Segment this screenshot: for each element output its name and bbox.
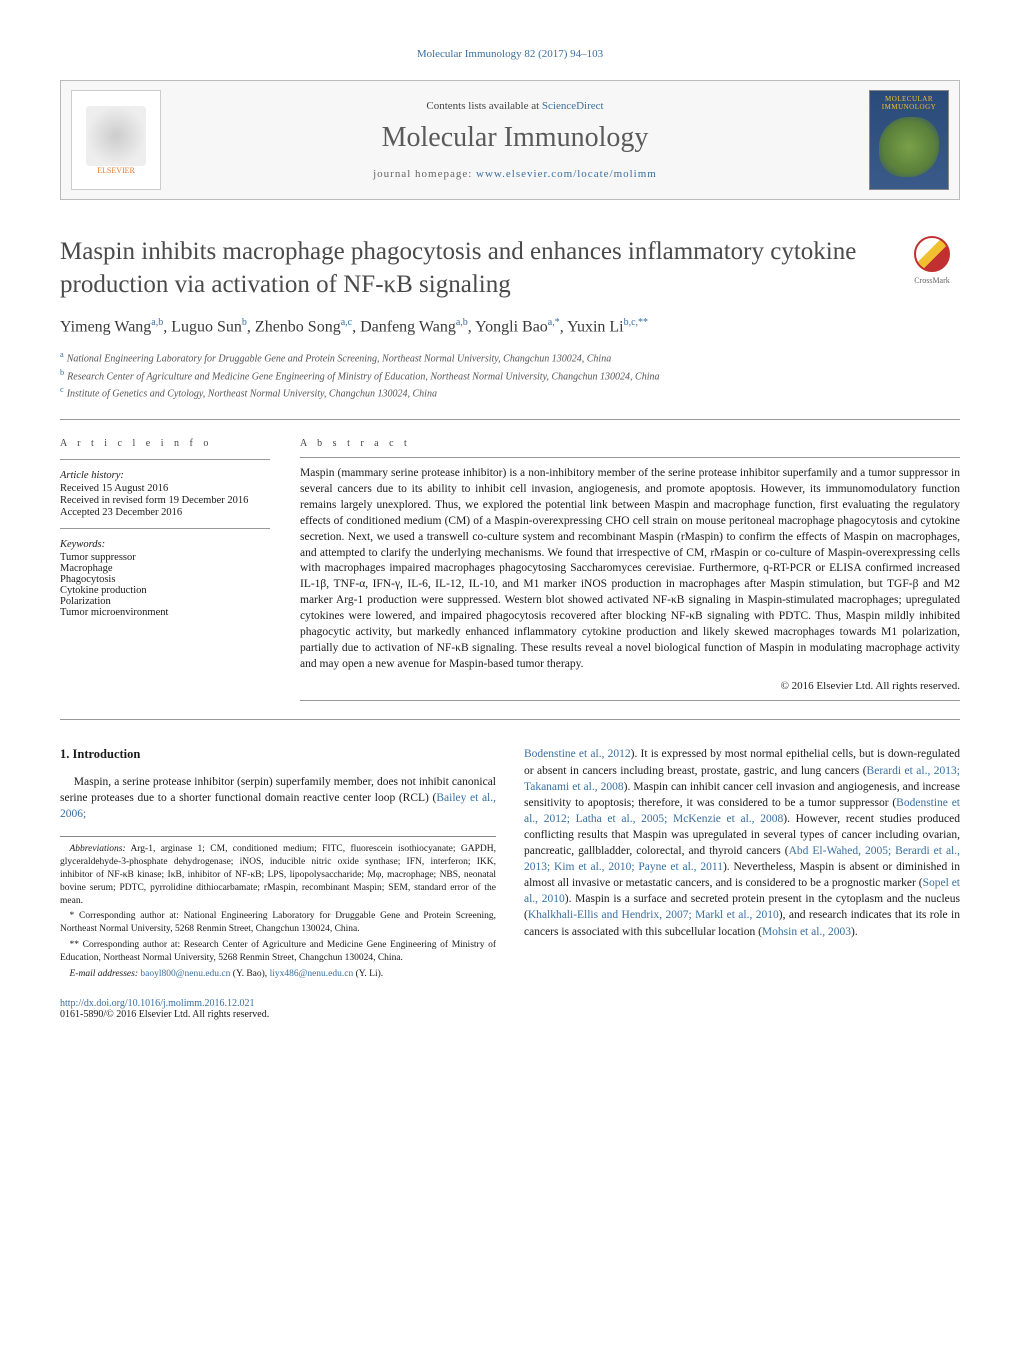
author-affil-sup: a,* — [548, 317, 560, 328]
journal-homepage-link[interactable]: www.elsevier.com/locate/molimm — [476, 168, 657, 180]
email-label: E-mail addresses: — [70, 969, 141, 979]
elsevier-logo: ELSEVIER — [71, 90, 161, 190]
divider — [60, 719, 960, 720]
email-link[interactable]: liyx486@nenu.edu.cn — [270, 969, 354, 979]
authors-line: Yimeng Wanga,b, Luguo Sunb, Zhenbo Songa… — [60, 315, 960, 339]
citation-link[interactable]: Mohsin et al., 2003 — [762, 926, 851, 938]
corresponding-author-1: * Corresponding author at: National Engi… — [60, 910, 496, 936]
running-head: Molecular Immunology 82 (2017) 94–103 — [60, 48, 960, 60]
crossmark-badge[interactable]: CrossMark — [904, 236, 960, 292]
journal-homepage-line: journal homepage: www.elsevier.com/locat… — [171, 168, 859, 180]
email-name: (Y. Li). — [353, 969, 383, 979]
history-heading: Article history: — [60, 470, 270, 481]
body-text: ). — [851, 926, 858, 938]
abstract-block: a b s t r a c t Maspin (mammary serine p… — [300, 438, 960, 701]
affiliation-a: National Engineering Laboratory for Drug… — [67, 354, 612, 365]
abstract-text: Maspin (mammary serine protease inhibito… — [300, 466, 960, 672]
issn-copyright-line: 0161-5890/© 2016 Elsevier Ltd. All right… — [60, 1009, 960, 1020]
history-accepted: Accepted 23 December 2016 — [60, 507, 270, 518]
keyword: Cytokine production — [60, 585, 270, 596]
author-affil-sup: a,b — [151, 317, 163, 328]
crossmark-icon — [914, 236, 950, 272]
keyword: Phagocytosis — [60, 574, 270, 585]
abbrev-text: Arg-1, arginase 1; CM, conditioned mediu… — [60, 844, 496, 905]
author-affil-sup: b,c,** — [624, 317, 648, 328]
author-name: , Yuxin Li — [560, 318, 624, 335]
homepage-prefix: journal homepage: — [373, 168, 476, 180]
keyword: Tumor suppressor — [60, 552, 270, 563]
abstract-heading: a b s t r a c t — [300, 438, 960, 449]
divider — [300, 457, 960, 458]
intro-paragraph-cont: Bodenstine et al., 2012). It is expresse… — [524, 746, 960, 939]
body-two-column: 1. Introduction Maspin, a serine proteas… — [60, 746, 960, 980]
author-name: , Danfeng Wang — [352, 318, 456, 335]
affiliation-b: Research Center of Agriculture and Medic… — [67, 371, 659, 382]
author-affil-sup: a,c — [341, 317, 352, 328]
intro-paragraph: Maspin, a serine protease inhibitor (ser… — [60, 774, 496, 822]
journal-cover-thumb: MOLECULAR IMMUNOLOGY — [869, 90, 949, 190]
email-link[interactable]: baoyl800@nenu.edu.cn — [140, 969, 230, 979]
contents-prefix: Contents lists available at — [426, 100, 541, 112]
divider — [60, 528, 270, 529]
masthead-center: Contents lists available at ScienceDirec… — [171, 100, 859, 180]
keyword: Polarization — [60, 596, 270, 607]
abbreviations-footnote: Abbreviations: Arg-1, arginase 1; CM, co… — [60, 843, 496, 907]
cover-title: MOLECULAR IMMUNOLOGY — [874, 95, 944, 111]
email-name: (Y. Bao), — [230, 969, 269, 979]
author-name: , Luguo Sun — [163, 318, 242, 335]
abstract-copyright: © 2016 Elsevier Ltd. All rights reserved… — [300, 680, 960, 692]
affiliation-c: Institute of Genetics and Cytology, Nort… — [67, 388, 437, 399]
journal-name: Molecular Immunology — [171, 122, 859, 154]
citation-link[interactable]: Bodenstine et al., 2012 — [524, 748, 631, 760]
elsevier-tree-icon — [86, 106, 146, 166]
masthead: ELSEVIER Contents lists available at Sci… — [60, 80, 960, 200]
section-heading-intro: 1. Introduction — [60, 746, 496, 764]
author-name: Yimeng Wang — [60, 318, 151, 335]
divider — [60, 419, 960, 420]
body-text: Maspin, a serine protease inhibitor (ser… — [60, 776, 496, 804]
affiliations: aNational Engineering Laboratory for Dru… — [60, 349, 960, 401]
affil-sup: c — [60, 385, 64, 394]
author-affil-sup: a,b — [456, 317, 468, 328]
keywords-heading: Keywords: — [60, 539, 270, 550]
keyword: Macrophage — [60, 563, 270, 574]
contents-available-line: Contents lists available at ScienceDirec… — [171, 100, 859, 112]
page-footer: http://dx.doi.org/10.1016/j.molimm.2016.… — [60, 998, 960, 1020]
abbrev-label: Abbreviations: — [70, 844, 126, 854]
author-name: , Yongli Bao — [468, 318, 548, 335]
history-revised: Received in revised form 19 December 201… — [60, 495, 270, 506]
divider — [300, 700, 960, 701]
affil-sup: b — [60, 368, 64, 377]
sciencedirect-link[interactable]: ScienceDirect — [542, 100, 604, 112]
crossmark-label: CrossMark — [904, 276, 960, 285]
history-received: Received 15 August 2016 — [60, 483, 270, 494]
citation-link[interactable]: Khalkhali-Ellis and Hendrix, 2007; Markl… — [528, 909, 779, 921]
divider — [60, 459, 270, 460]
article-info-heading: a r t i c l e i n f o — [60, 438, 270, 449]
elsevier-label: ELSEVIER — [97, 166, 135, 175]
keyword: Tumor microenvironment — [60, 607, 270, 618]
email-addresses: E-mail addresses: baoyl800@nenu.edu.cn (… — [60, 968, 496, 981]
corresponding-author-2: ** Corresponding author at: Research Cen… — [60, 939, 496, 965]
article-title: Maspin inhibits macrophage phagocytosis … — [60, 236, 884, 301]
article-info-sidebar: a r t i c l e i n f o Article history: R… — [60, 438, 270, 701]
author-name: , Zhenbo Song — [247, 318, 341, 335]
affil-sup: a — [60, 350, 64, 359]
cover-image-icon — [879, 117, 939, 177]
footnotes-block: Abbreviations: Arg-1, arginase 1; CM, co… — [60, 836, 496, 980]
doi-link[interactable]: http://dx.doi.org/10.1016/j.molimm.2016.… — [60, 998, 255, 1009]
